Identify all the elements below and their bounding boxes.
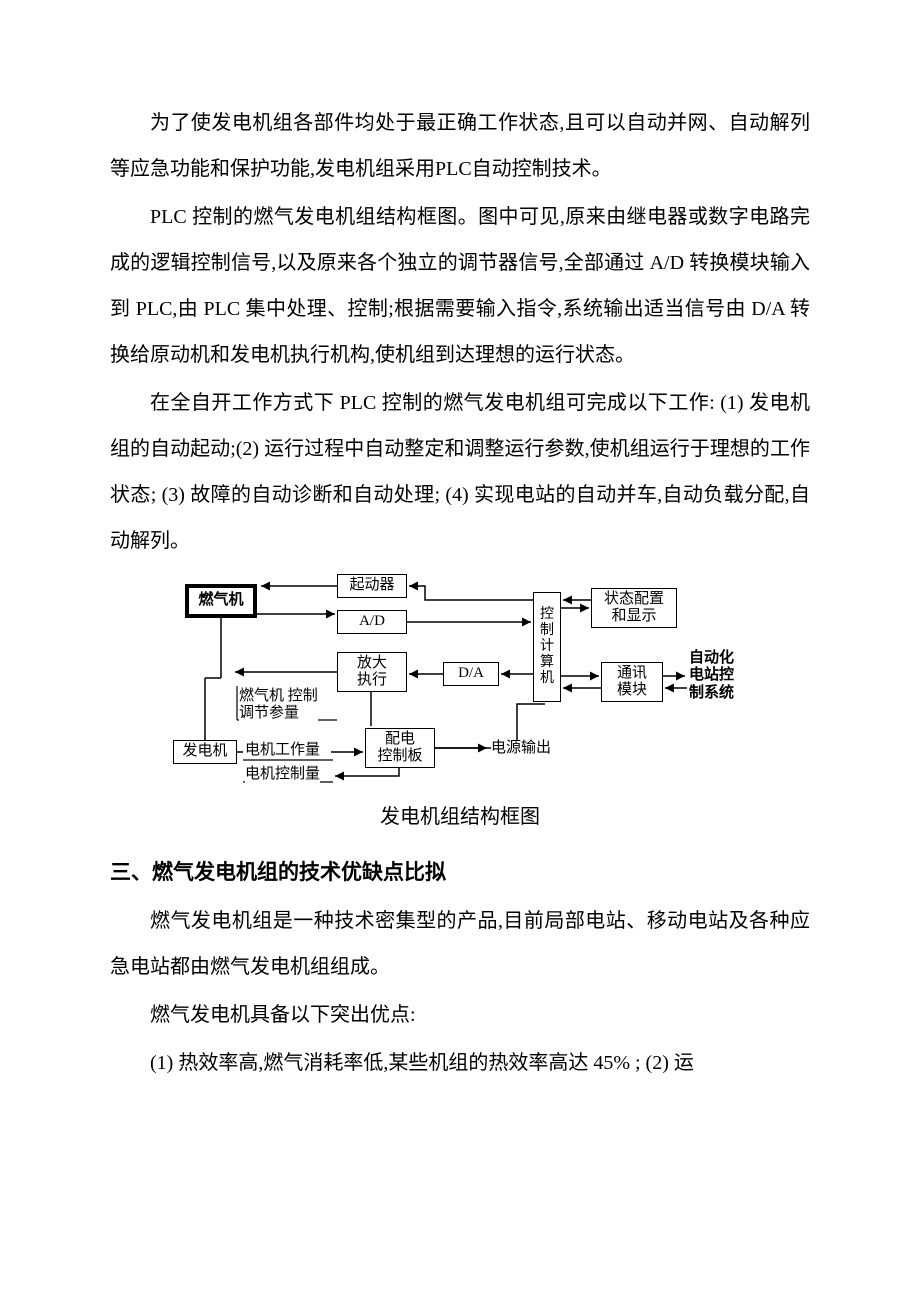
node-engine: 燃气机 [185, 584, 257, 618]
paragraph-2: PLC 控制的燃气发电机组结构框图。图中可见,原来由继电器或数字电路完成的逻辑控… [110, 194, 810, 378]
node-amplify: 放大 执行 [337, 652, 407, 692]
node-ad: A/D [337, 610, 407, 634]
node-distribution-panel: 配电 控制板 [365, 728, 435, 768]
paragraph-3: 在全自开工作方式下 PLC 控制的燃气发电机组可完成以下工作: (1) 发电机组… [110, 380, 810, 564]
paragraph-1: 为了使发电机组各部件均处于最正确工作状态,且可以自动并网、自动解列等应急功能和保… [110, 100, 810, 192]
paragraph-5: 燃气发电机具备以下突出优点: [110, 992, 810, 1038]
node-comm-module: 通讯 模块 [601, 662, 663, 702]
node-starter: 起动器 [337, 574, 407, 598]
paragraph-4: 燃气发电机组是一种技术密集型的产品,目前局部电站、移动电站及各种应急电站都由燃气… [110, 898, 810, 990]
node-generator: 发电机 [173, 740, 237, 764]
diagram-container: 燃气机 起动器 A/D 放大 执行 D/A 控 制 计 算 机 状态配置 和显示… [110, 570, 810, 786]
label-motor-control: 电机控制量 [245, 766, 320, 783]
label-power-output: 电源输出 [491, 740, 551, 757]
paragraph-6: (1) 热效率高,燃气消耗率低,某些机组的热效率高达 45% ; (2) 运 [110, 1040, 810, 1086]
label-engine-control-params: 燃气机 控制 调节参量 [239, 688, 318, 723]
block-diagram: 燃气机 起动器 A/D 放大 执行 D/A 控 制 计 算 机 状态配置 和显示… [165, 570, 755, 786]
node-status-display: 状态配置 和显示 [591, 588, 677, 628]
node-da: D/A [443, 662, 499, 686]
diagram-caption: 发电机组结构框图 [110, 794, 810, 840]
label-motor-workload: 电机工作量 [245, 742, 320, 759]
label-auto-station-system: 自动化 电站控 制系统 [689, 650, 734, 702]
node-control-computer: 控 制 计 算 机 [533, 592, 561, 702]
section-heading-3: 三、燃气发电机组的技术优缺点比拟 [110, 848, 810, 896]
